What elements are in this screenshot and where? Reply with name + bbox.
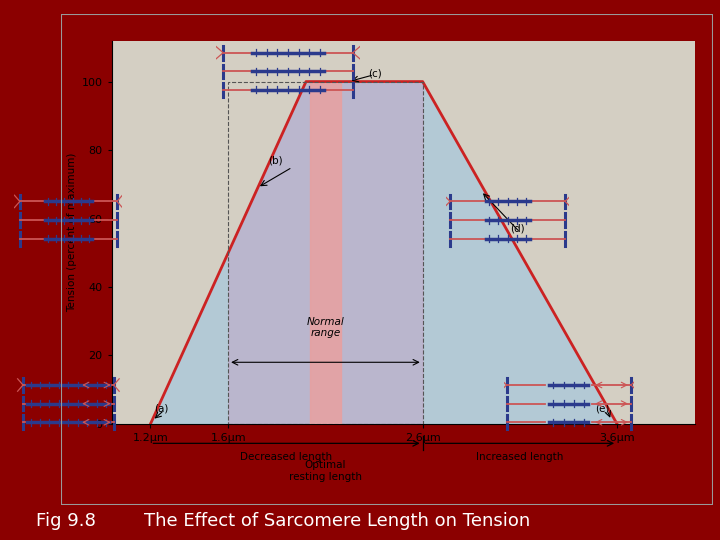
- Text: (b): (b): [268, 156, 283, 165]
- Text: (d): (d): [510, 224, 525, 234]
- Text: Optimal
resting length: Optimal resting length: [289, 460, 362, 482]
- Bar: [310, 82, 341, 424]
- Bar: [228, 82, 423, 424]
- Y-axis label: Tension (percent of maximum): Tension (percent of maximum): [68, 152, 78, 312]
- Text: (a): (a): [154, 403, 168, 414]
- Text: Increased length: Increased length: [476, 452, 564, 462]
- Text: Fig 9.8: Fig 9.8: [36, 512, 96, 530]
- Text: (c): (c): [368, 68, 382, 78]
- Text: Normal
range: Normal range: [307, 317, 344, 339]
- Text: (e): (e): [595, 403, 609, 414]
- Text: The Effect of Sarcomere Length on Tension: The Effect of Sarcomere Length on Tensio…: [144, 512, 530, 530]
- Text: Decreased length: Decreased length: [240, 452, 333, 462]
